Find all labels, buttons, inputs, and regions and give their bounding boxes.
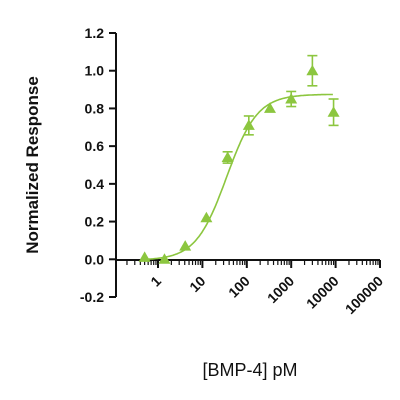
data-point-triangle bbox=[138, 251, 151, 262]
y-tick-label: 0.4 bbox=[85, 176, 105, 192]
data-point-triangle bbox=[285, 93, 298, 104]
data-point-triangle bbox=[242, 119, 255, 130]
y-tick-label: 0.6 bbox=[85, 138, 105, 154]
x-tick-label: 1 bbox=[147, 273, 164, 290]
y-axis-ticks: -0.2 0.0 0.2 0.4 0.6 0.8 1.0 1.2 bbox=[80, 25, 116, 305]
y-tick-label: 1.0 bbox=[85, 63, 105, 79]
x-tick-label: 100 bbox=[225, 273, 253, 301]
data-point-triangle bbox=[263, 102, 276, 113]
data-point-triangle bbox=[306, 64, 319, 76]
y-tick-label: -0.2 bbox=[80, 289, 104, 305]
fit-curve bbox=[144, 93, 333, 261]
data-point-triangle bbox=[200, 211, 213, 223]
fit-curve-group bbox=[144, 93, 333, 261]
y-tick-label: 1.2 bbox=[85, 25, 105, 41]
x-tick-label: 10000 bbox=[303, 273, 342, 312]
y-tick-label: 0.0 bbox=[85, 251, 105, 267]
x-tick-label: 10 bbox=[186, 273, 208, 295]
data-points bbox=[138, 54, 340, 264]
axes bbox=[115, 33, 380, 297]
x-axis-title: [BMP-4] pM bbox=[202, 360, 297, 380]
y-tick-label: 0.8 bbox=[85, 100, 105, 116]
data-point-triangle bbox=[158, 253, 171, 264]
data-point-triangle bbox=[179, 240, 192, 251]
data-point-triangle bbox=[327, 106, 340, 117]
x-axis-ticks: 1 10 100 1000 10000 100000 bbox=[126, 260, 386, 317]
x-tick-label: 1000 bbox=[264, 273, 297, 306]
data-point-triangle bbox=[221, 151, 234, 162]
y-axis-title: Normalized Response bbox=[23, 76, 42, 254]
y-tick-label: 0.2 bbox=[85, 214, 105, 230]
x-tick-label: 100000 bbox=[342, 273, 386, 317]
